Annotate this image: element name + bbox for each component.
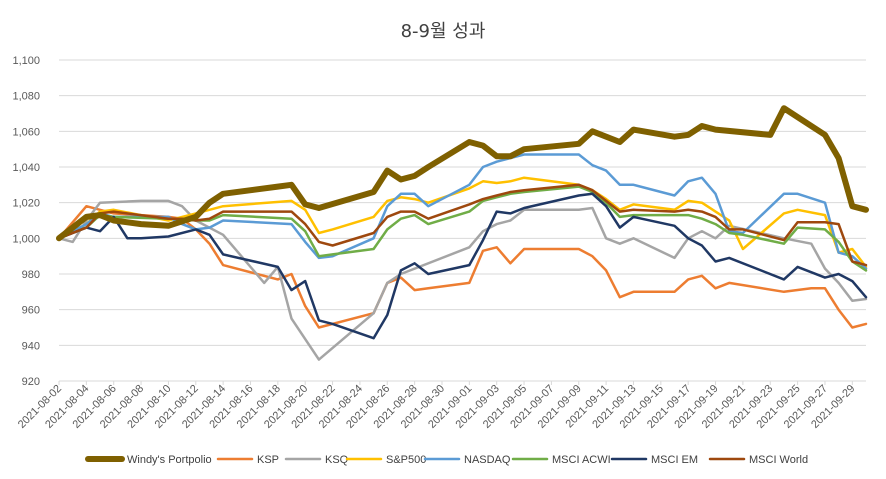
legend-label: S&P500 xyxy=(386,454,426,466)
y-tick-label: 940 xyxy=(22,340,40,352)
legend-label: Windy's Portpolio xyxy=(127,454,212,466)
series-line-ksp xyxy=(57,204,868,329)
legend-label: MSCI ACWI xyxy=(552,454,611,466)
y-tick-label: 1,000 xyxy=(12,233,40,245)
legend-label: MSCI EM xyxy=(651,454,698,466)
series-lines xyxy=(56,105,869,361)
y-tick-label: 1,100 xyxy=(12,55,40,67)
series-line-msci-em xyxy=(57,192,868,340)
legend: Windy's Portpolio KSP KSQ S&P500 NASDAQ MSCI … xyxy=(85,454,808,466)
legend-label: KSQ xyxy=(325,454,349,466)
legend-label: MSCI World xyxy=(749,454,808,466)
y-tick-label: 980 xyxy=(22,269,40,281)
y-tick-label: 960 xyxy=(22,305,40,317)
series-line-msci-world xyxy=(57,183,868,267)
series-line-nasdaq xyxy=(57,153,868,270)
y-tick-label: 920 xyxy=(22,376,40,388)
y-tick-label: 1,080 xyxy=(12,91,40,103)
chart-title: 8-9월 성과 xyxy=(401,21,486,42)
gridlines xyxy=(59,59,866,382)
legend-label: KSP xyxy=(257,454,279,466)
y-tick-label: 1,040 xyxy=(12,162,40,174)
y-axis-tick-labels: 920 940 960 980 1,000 1,020 1,040 1,060 1,080 1,1… xyxy=(12,55,40,388)
y-tick-label: 1,020 xyxy=(12,198,40,210)
legend-label: NASDAQ xyxy=(464,454,511,466)
series-line-windy-s-portpolio xyxy=(56,105,869,242)
y-tick-label: 1,060 xyxy=(12,126,40,138)
